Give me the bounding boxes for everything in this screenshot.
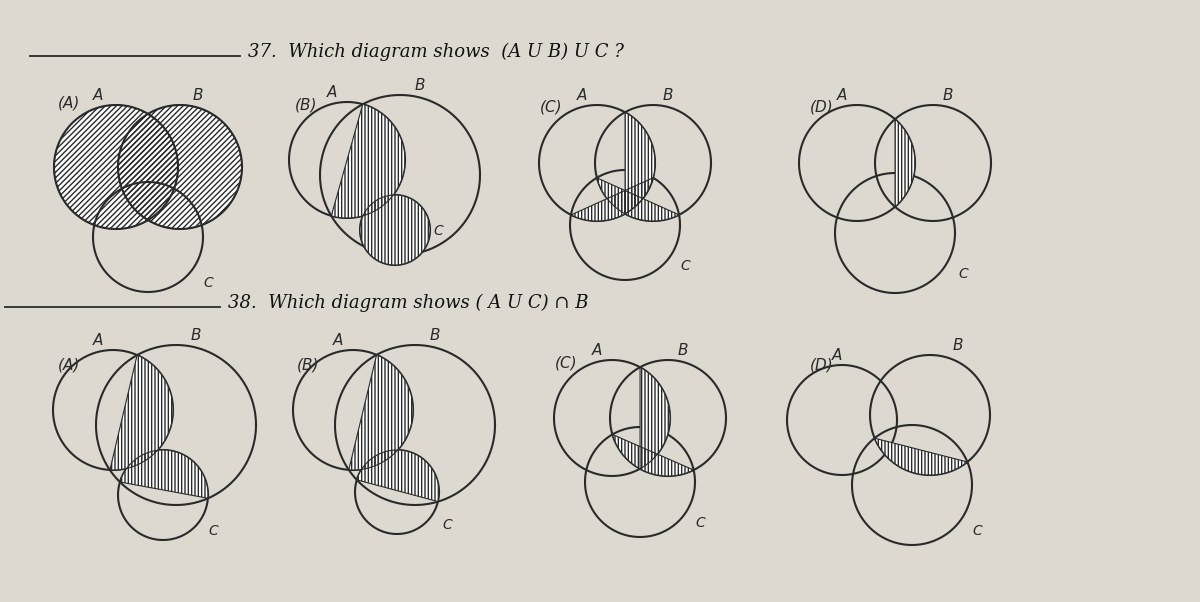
Polygon shape: [895, 119, 916, 206]
Polygon shape: [571, 178, 653, 221]
Text: 38.  Which diagram shows ( A U C) ∩ B: 38. Which diagram shows ( A U C) ∩ B: [228, 294, 588, 312]
Text: C: C: [433, 224, 443, 238]
Polygon shape: [120, 450, 208, 498]
Text: C: C: [958, 267, 968, 281]
Text: B: B: [943, 88, 953, 103]
Text: A: A: [836, 88, 847, 103]
Text: (D): (D): [810, 358, 834, 373]
Text: B: B: [953, 338, 964, 353]
Text: A: A: [577, 88, 587, 103]
Polygon shape: [118, 105, 242, 229]
Text: (C): (C): [554, 355, 577, 370]
Text: A: A: [92, 333, 103, 348]
Polygon shape: [640, 367, 670, 469]
Text: A: A: [92, 88, 103, 103]
Text: B: B: [415, 78, 425, 93]
Text: C: C: [680, 259, 690, 273]
Text: (A): (A): [58, 358, 80, 373]
Polygon shape: [875, 438, 967, 475]
Text: A: A: [832, 348, 842, 363]
Polygon shape: [349, 355, 413, 470]
Polygon shape: [625, 112, 655, 214]
Text: B: B: [662, 88, 673, 103]
Text: (B): (B): [295, 98, 318, 113]
Text: A: A: [326, 85, 337, 100]
Text: (B): (B): [298, 358, 319, 373]
Polygon shape: [356, 450, 439, 501]
Text: C: C: [208, 524, 218, 538]
Text: C: C: [695, 516, 704, 530]
Text: (C): (C): [540, 100, 563, 115]
Text: B: B: [193, 88, 203, 103]
Text: 37.  Which diagram shows  (A U B) U C ?: 37. Which diagram shows (A U B) U C ?: [248, 43, 624, 61]
Text: C: C: [972, 524, 982, 538]
Text: B: B: [191, 328, 202, 343]
Polygon shape: [360, 195, 430, 265]
Text: C: C: [203, 276, 212, 290]
Text: B: B: [678, 343, 689, 358]
Polygon shape: [612, 435, 694, 476]
Polygon shape: [110, 355, 173, 470]
Text: A: A: [332, 333, 343, 348]
Text: B: B: [430, 328, 440, 343]
Polygon shape: [596, 178, 679, 221]
Text: (D): (D): [810, 100, 834, 115]
Text: A: A: [592, 343, 602, 358]
Text: (A): (A): [58, 96, 80, 111]
Polygon shape: [331, 104, 406, 218]
Polygon shape: [54, 105, 178, 229]
Text: C: C: [442, 518, 452, 532]
